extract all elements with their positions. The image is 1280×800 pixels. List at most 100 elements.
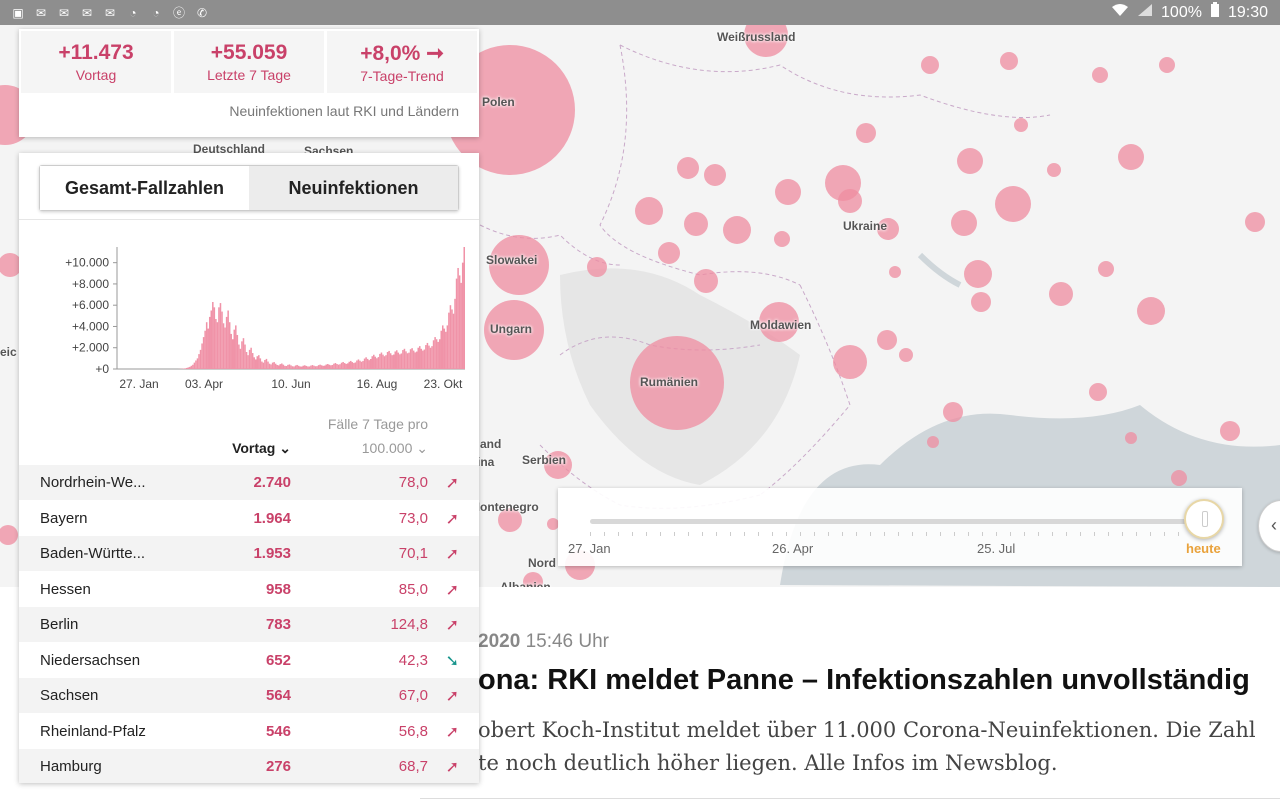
case-bubble[interactable] xyxy=(1137,297,1165,325)
table-row[interactable]: Berlin 783 124,8 ➚ xyxy=(19,607,479,642)
case-bubble[interactable] xyxy=(1098,261,1114,277)
case-bubble[interactable] xyxy=(1014,118,1028,132)
case-bubble[interactable] xyxy=(1159,57,1175,73)
timeline-handle[interactable] xyxy=(1184,499,1224,539)
tab-total-cases[interactable]: Gesamt-Fallzahlen xyxy=(40,166,249,210)
case-bubble[interactable] xyxy=(943,402,963,422)
chart-bar xyxy=(271,362,274,369)
chart-bar xyxy=(396,350,398,369)
chart-bar xyxy=(245,351,248,369)
case-bubble[interactable] xyxy=(899,348,913,362)
table-row[interactable]: Sachsen 564 67,0 ➚ xyxy=(19,678,479,713)
new-infections-chart[interactable]: +0 +2.000 +4.000 +6.000 +8.000 +10.000 27. Jan… xyxy=(19,243,479,398)
article-teaser[interactable]: obert Koch-Institut meldet über 11.000 C… xyxy=(478,718,1256,775)
case-bubble[interactable] xyxy=(833,345,867,379)
phone-icon: ✆ xyxy=(196,5,208,20)
chart-bar xyxy=(204,330,206,369)
case-bubble[interactable] xyxy=(856,123,876,143)
case-bubble[interactable] xyxy=(723,216,751,244)
col-head-incidence[interactable]: 100.000 ⌄ xyxy=(361,440,428,456)
case-bubble[interactable] xyxy=(547,518,559,530)
incidence-value: 68,7 xyxy=(398,758,428,775)
table-row[interactable]: Hessen 958 85,0 ➚ xyxy=(19,572,479,607)
case-bubble[interactable] xyxy=(759,302,799,342)
case-bubble[interactable] xyxy=(658,242,680,264)
case-bubble[interactable] xyxy=(877,330,897,350)
case-bubble[interactable] xyxy=(0,253,22,277)
country-label: Serbien xyxy=(522,453,567,467)
case-bubble[interactable] xyxy=(838,189,862,213)
tab-new-infections[interactable]: Neuinfektionen xyxy=(249,166,458,210)
case-bubble[interactable] xyxy=(1047,163,1061,177)
chart-bar xyxy=(429,347,432,369)
case-bubble[interactable] xyxy=(684,212,708,236)
case-bubble[interactable] xyxy=(484,300,544,360)
col-head-previous-day[interactable]: Vortag ⌄ xyxy=(232,440,291,456)
battery-icon xyxy=(1210,2,1220,23)
case-bubble[interactable] xyxy=(995,186,1031,222)
case-bubble[interactable] xyxy=(704,164,726,186)
table-row[interactable]: Baden-Württe... 1.953 70,1 ➚ xyxy=(19,536,479,571)
table-row[interactable]: Nordrhein-We... 2.740 78,0 ➚ xyxy=(19,465,479,500)
chart-bar xyxy=(227,310,229,369)
case-bubble[interactable] xyxy=(587,257,607,277)
case-bubble[interactable] xyxy=(927,436,939,448)
case-bubble[interactable] xyxy=(1220,421,1240,441)
case-bubble[interactable] xyxy=(1089,383,1107,401)
article-title[interactable]: ona: RKI meldet Panne – Infektionszahlen… xyxy=(478,664,1250,696)
chart-bar xyxy=(202,337,205,369)
timeline-track[interactable] xyxy=(590,519,1190,524)
chart-bar xyxy=(251,353,254,369)
case-bubble[interactable] xyxy=(498,508,522,532)
arrow-up-right-icon: ➚ xyxy=(445,510,459,528)
case-bubble[interactable] xyxy=(523,572,543,587)
case-bubble[interactable] xyxy=(694,269,718,293)
country-label: Montenegro xyxy=(470,500,539,514)
chart-bar xyxy=(193,362,196,369)
table-row[interactable]: Hamburg 276 68,7 ➚ xyxy=(19,749,479,783)
chart-bar xyxy=(394,351,397,369)
case-bubble[interactable] xyxy=(971,292,991,312)
chart-bar xyxy=(425,345,427,369)
case-bubble[interactable] xyxy=(744,25,788,57)
case-bubble[interactable] xyxy=(1092,67,1108,83)
case-bubble[interactable] xyxy=(951,210,977,236)
table-row[interactable]: Bayern 1.964 73,0 ➚ xyxy=(19,501,479,536)
chart-bar xyxy=(198,354,200,369)
case-bubble[interactable] xyxy=(630,336,724,430)
case-bubble[interactable] xyxy=(635,197,663,225)
case-bubble[interactable] xyxy=(1125,432,1137,444)
case-bubble[interactable] xyxy=(489,235,549,295)
case-bubble[interactable] xyxy=(774,231,790,247)
chart-bar xyxy=(414,352,416,369)
timeline-slider[interactable]: 27. Jan 26. Apr 25. Jul heute xyxy=(558,488,1242,566)
case-bubble[interactable] xyxy=(957,148,983,174)
case-bubble[interactable] xyxy=(921,56,939,74)
table-row[interactable]: Niedersachsen 652 42,3 ➘ xyxy=(19,643,479,678)
chart-bar xyxy=(205,322,208,369)
case-bubble[interactable] xyxy=(0,525,18,545)
case-bubble[interactable] xyxy=(877,218,899,240)
case-bubble[interactable] xyxy=(1245,212,1265,232)
table-row[interactable]: Rheinland-Pfalz 546 56,8 ➚ xyxy=(19,714,479,749)
chart-bar xyxy=(422,350,424,369)
case-bubble[interactable] xyxy=(1171,470,1187,486)
case-bubble[interactable] xyxy=(1000,52,1018,70)
case-bubble[interactable] xyxy=(1049,282,1073,306)
chart-bar xyxy=(399,354,401,369)
chart-bar xyxy=(365,357,367,369)
chart-bar xyxy=(311,365,314,369)
case-bubble[interactable] xyxy=(544,451,572,479)
chart-bar xyxy=(457,267,459,369)
case-bubble[interactable] xyxy=(964,260,992,288)
chart-bar xyxy=(189,366,191,369)
chart-bar xyxy=(356,360,358,369)
chart-bar xyxy=(380,352,383,369)
case-bubble[interactable] xyxy=(775,179,801,205)
chart-bar xyxy=(431,346,433,369)
case-bubble[interactable] xyxy=(889,266,901,278)
arrow-up-right-icon: ➚ xyxy=(445,759,459,776)
case-bubble[interactable] xyxy=(677,157,699,179)
col-head-incidence-line1: Fälle 7 Tage pro xyxy=(327,416,428,432)
case-bubble[interactable] xyxy=(1118,144,1144,170)
